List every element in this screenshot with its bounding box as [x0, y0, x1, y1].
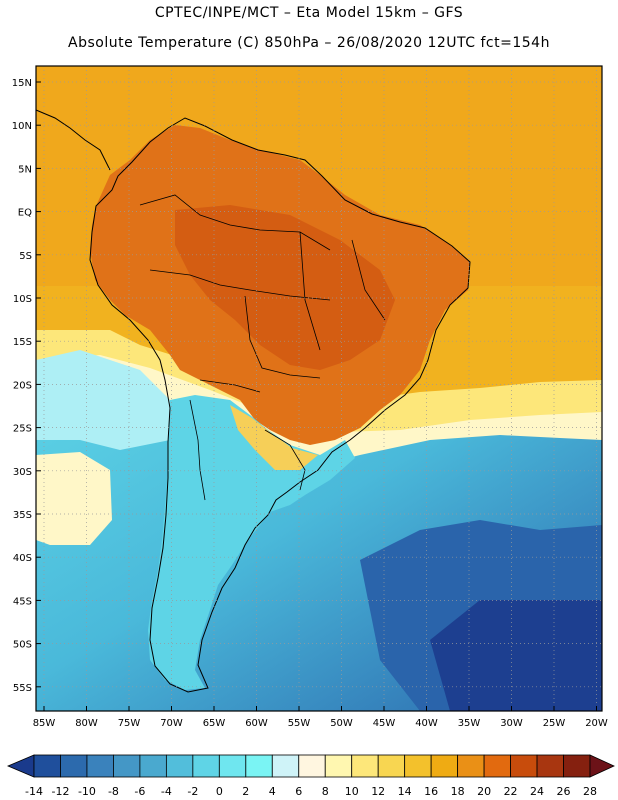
lat-label: 5N: [18, 164, 32, 175]
lat-label: 10N: [12, 121, 32, 132]
colorbar: -14 -12 -10 -8 -6 -4 -2 0 2 4 6 8 10 12 14 16 18 20 22 24 26…: [6, 754, 615, 798]
lon-label: 20W: [585, 718, 608, 729]
colorbar-label: 4: [269, 785, 276, 798]
colorbar-swatch: [510, 754, 538, 778]
lon-label: 60W: [245, 718, 268, 729]
lon-label: 40W: [415, 718, 438, 729]
colorbar-label: 2: [242, 785, 249, 798]
lon-label: 50W: [330, 718, 353, 729]
field-warm-patch-pacific: [36, 452, 112, 545]
colorbar-label: -2: [187, 785, 198, 798]
colorbar-swatch: [377, 754, 406, 778]
colorbar-swatch: [33, 754, 61, 778]
colorbar-swatch: [60, 754, 88, 778]
colorbar-label: -12: [51, 785, 69, 798]
lat-label: 55S: [13, 683, 32, 694]
lat-lon-grid: [36, 66, 602, 711]
colorbar-swatch: [139, 754, 167, 778]
lat-label: 40S: [13, 553, 32, 564]
lon-label: 75W: [118, 718, 141, 729]
lat-label: 35S: [13, 510, 32, 521]
land-warm-pocket-paraguay: [230, 405, 318, 470]
colorbar-swatch: [563, 754, 591, 778]
lat-label: EQ: [18, 208, 32, 219]
colorbar-label: 18: [451, 785, 465, 798]
colorbar-label: 16: [424, 785, 438, 798]
lon-label: 70W: [160, 718, 183, 729]
lon-label: 55W: [288, 718, 311, 729]
colorbar-low-arrow: [6, 754, 35, 778]
lat-label: 15N: [12, 78, 32, 89]
lat-label: 15S: [13, 337, 32, 348]
colorbar-label: 14: [398, 785, 412, 798]
colorbar-label: -8: [108, 785, 119, 798]
header-title-line2: Absolute Temperature (C) 850hPa – 26/08/…: [68, 35, 550, 51]
colorbar-label: 12: [371, 785, 385, 798]
colorbar-swatch: [218, 754, 247, 778]
colorbar-swatch: [165, 754, 194, 778]
colorbar-swatch: [430, 754, 459, 778]
field-light-cyan-pacific: [36, 350, 170, 450]
lat-label: 20S: [13, 380, 32, 391]
colorbar-label: 20: [477, 785, 491, 798]
lat-label: 45S: [13, 596, 32, 607]
header-title-line1: CPTEC/INPE/MCT – Eta Model 15km – GFS: [154, 5, 464, 21]
field-navy-core: [430, 600, 602, 711]
lon-label: 80W: [75, 718, 98, 729]
lat-label: 25S: [13, 424, 32, 435]
colorbar-swatch: [192, 754, 220, 778]
lon-label: 45W: [373, 718, 396, 729]
colorbar-swatch: [324, 754, 353, 778]
lat-label: 5S: [19, 251, 32, 262]
colorbar-label: 22: [504, 785, 518, 798]
colorbar-label: -10: [78, 785, 96, 798]
longitude-labels: 85W 80W 75W 70W 65W 60W 55W 50W 45W 40W 35W 30W 25W 2…: [33, 718, 608, 729]
lon-label: 35W: [458, 718, 481, 729]
colorbar-label: -6: [134, 785, 145, 798]
colorbar-label: -14: [25, 785, 43, 798]
colorbar-swatch: [404, 754, 432, 778]
lon-label: 85W: [33, 718, 56, 729]
colorbar-label: 26: [557, 785, 571, 798]
latitude-labels: 15N 10N 5N EQ 5S 10S 15S 20S 25S 30S 35S 40S 45S 50S 5…: [12, 78, 32, 694]
colorbar-label: 10: [345, 785, 359, 798]
colorbar-swatch: [536, 754, 564, 778]
map-frame: [35, 65, 603, 712]
colorbar-label: -4: [161, 785, 172, 798]
land-hot-core: [175, 205, 395, 370]
colorbar-swatch: [271, 754, 300, 778]
temperature-field: [36, 66, 602, 711]
country-borders: [139, 194, 386, 501]
colorbar-swatch: [351, 754, 379, 778]
coastline-central-america: [35, 109, 111, 171]
lat-label: 30S: [13, 467, 32, 478]
colorbar-swatch: [483, 754, 511, 778]
colorbar-label: 8: [322, 785, 329, 798]
colorbar-label: 6: [295, 785, 302, 798]
colorbar-label: 28: [583, 785, 597, 798]
colorbar-swatch: [298, 754, 326, 778]
lon-label: 30W: [500, 718, 523, 729]
colorbar-swatch: [245, 754, 273, 778]
colorbar-swatch: [457, 754, 485, 778]
lon-label: 65W: [203, 718, 226, 729]
colorbar-swatch: [113, 754, 141, 778]
lat-label: 10S: [13, 294, 32, 305]
lon-label: 25W: [543, 718, 566, 729]
coastline-south-america: [89, 117, 471, 693]
colorbar-label: 0: [216, 785, 223, 798]
colorbar-high-arrow: [589, 754, 615, 778]
lat-label: 50S: [13, 640, 32, 651]
colorbar-label: 24: [530, 785, 544, 798]
colorbar-swatch: [86, 754, 114, 778]
